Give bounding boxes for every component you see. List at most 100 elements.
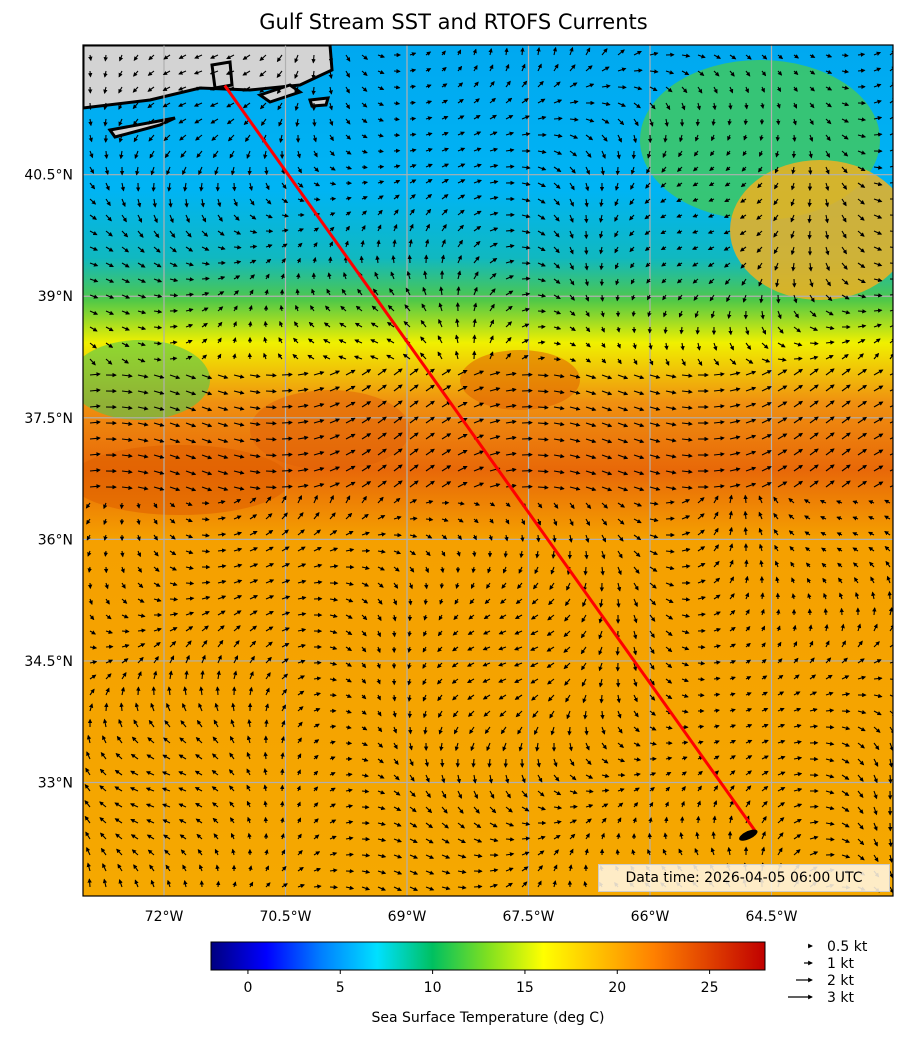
island [107,116,176,139]
current-arrow [232,353,237,360]
current-arrow [664,816,669,824]
current-arrow [121,198,126,208]
current-arrow [153,502,158,509]
current-arrow [89,150,94,159]
current-arrow [792,134,797,142]
current-arrow [118,86,123,94]
colorbar-ticks: 0 5 10 15 20 25 [243,970,719,996]
current-arrow [165,864,171,872]
sst-patch [730,160,893,300]
current-arrow [392,630,397,638]
current-arrow [232,670,238,680]
current-arrow [86,518,91,525]
current-arrow [89,404,101,409]
current-arrow [537,437,549,442]
current-arrow [185,214,190,223]
current-arrow [89,630,97,635]
current-arrow [145,803,155,808]
current-arrow [169,324,178,329]
current-arrow [873,293,883,298]
current-arrow [217,654,222,664]
current-arrow [584,214,589,224]
current-arrow [361,789,370,794]
current-arrow [136,502,141,509]
current-arrow [808,166,813,175]
current-arrow [214,848,219,856]
current-arrow [695,326,700,335]
current-arrow [423,598,428,606]
current-arrow [217,390,229,396]
current-arrow [89,342,97,349]
current-arrow [105,342,114,348]
current-arrow [210,118,219,124]
current-arrow [217,374,229,380]
current-arrow [201,214,207,223]
current-arrow [201,374,213,380]
current-arrow [201,580,211,585]
current-arrow [153,341,162,346]
current-arrow [280,800,285,808]
current-arrow [195,818,203,824]
current-arrow [169,390,181,396]
current-arrow [153,454,165,459]
current-arrow [161,787,171,792]
current-arrow [137,422,149,427]
current-arrow [217,454,229,460]
current-arrow [89,420,101,425]
current-arrow [647,832,652,840]
current-arrow [105,673,112,680]
current-arrow [137,486,149,491]
current-arrow [103,102,108,111]
current-arrow [136,198,142,208]
current-arrow [377,148,384,154]
current-arrow [103,86,108,94]
current-arrow [169,534,176,540]
current-arrow [121,629,130,634]
colorbar-tick-label: 10 [424,980,442,996]
current-arrow [600,294,605,302]
current-arrow [217,353,222,360]
current-arrow [425,517,434,522]
current-arrow [857,309,867,314]
current-arrow [121,389,133,394]
current-arrow [168,670,173,680]
current-arrow [185,292,194,297]
cape-cod [210,60,234,90]
current-arrow [121,485,133,490]
current-arrow [178,819,187,824]
current-arrow [137,374,149,379]
current-arrow [408,598,413,606]
current-arrow [178,754,187,760]
current-arrow [743,118,748,126]
current-arrow [105,629,113,634]
current-arrow [100,752,107,760]
current-arrow [776,608,781,616]
current-arrow [281,404,293,409]
current-arrow [137,390,149,395]
current-arrow [211,786,219,792]
current-arrow [150,166,155,176]
legend-speed-label: 0.5 kt [827,939,868,955]
current-arrow [217,610,226,616]
current-arrow [87,550,92,557]
current-arrow [147,737,155,744]
current-arrow [153,278,163,283]
current-arrow [164,720,171,728]
current-arrow [87,566,92,573]
current-arrow [185,654,190,664]
current-arrow [583,566,588,576]
current-arrow [229,150,235,159]
current-arrow [102,878,108,888]
current-arrow [89,262,99,267]
current-arrow [121,614,129,619]
current-arrow [153,246,161,253]
current-arrow [163,737,171,744]
current-arrow [115,833,123,840]
current-arrow [137,470,149,475]
current-arrow [89,214,97,220]
current-arrow [134,150,139,159]
current-arrow [153,293,163,299]
current-arrow [697,677,705,682]
current-arrow [265,373,277,378]
current-arrow [217,337,222,344]
